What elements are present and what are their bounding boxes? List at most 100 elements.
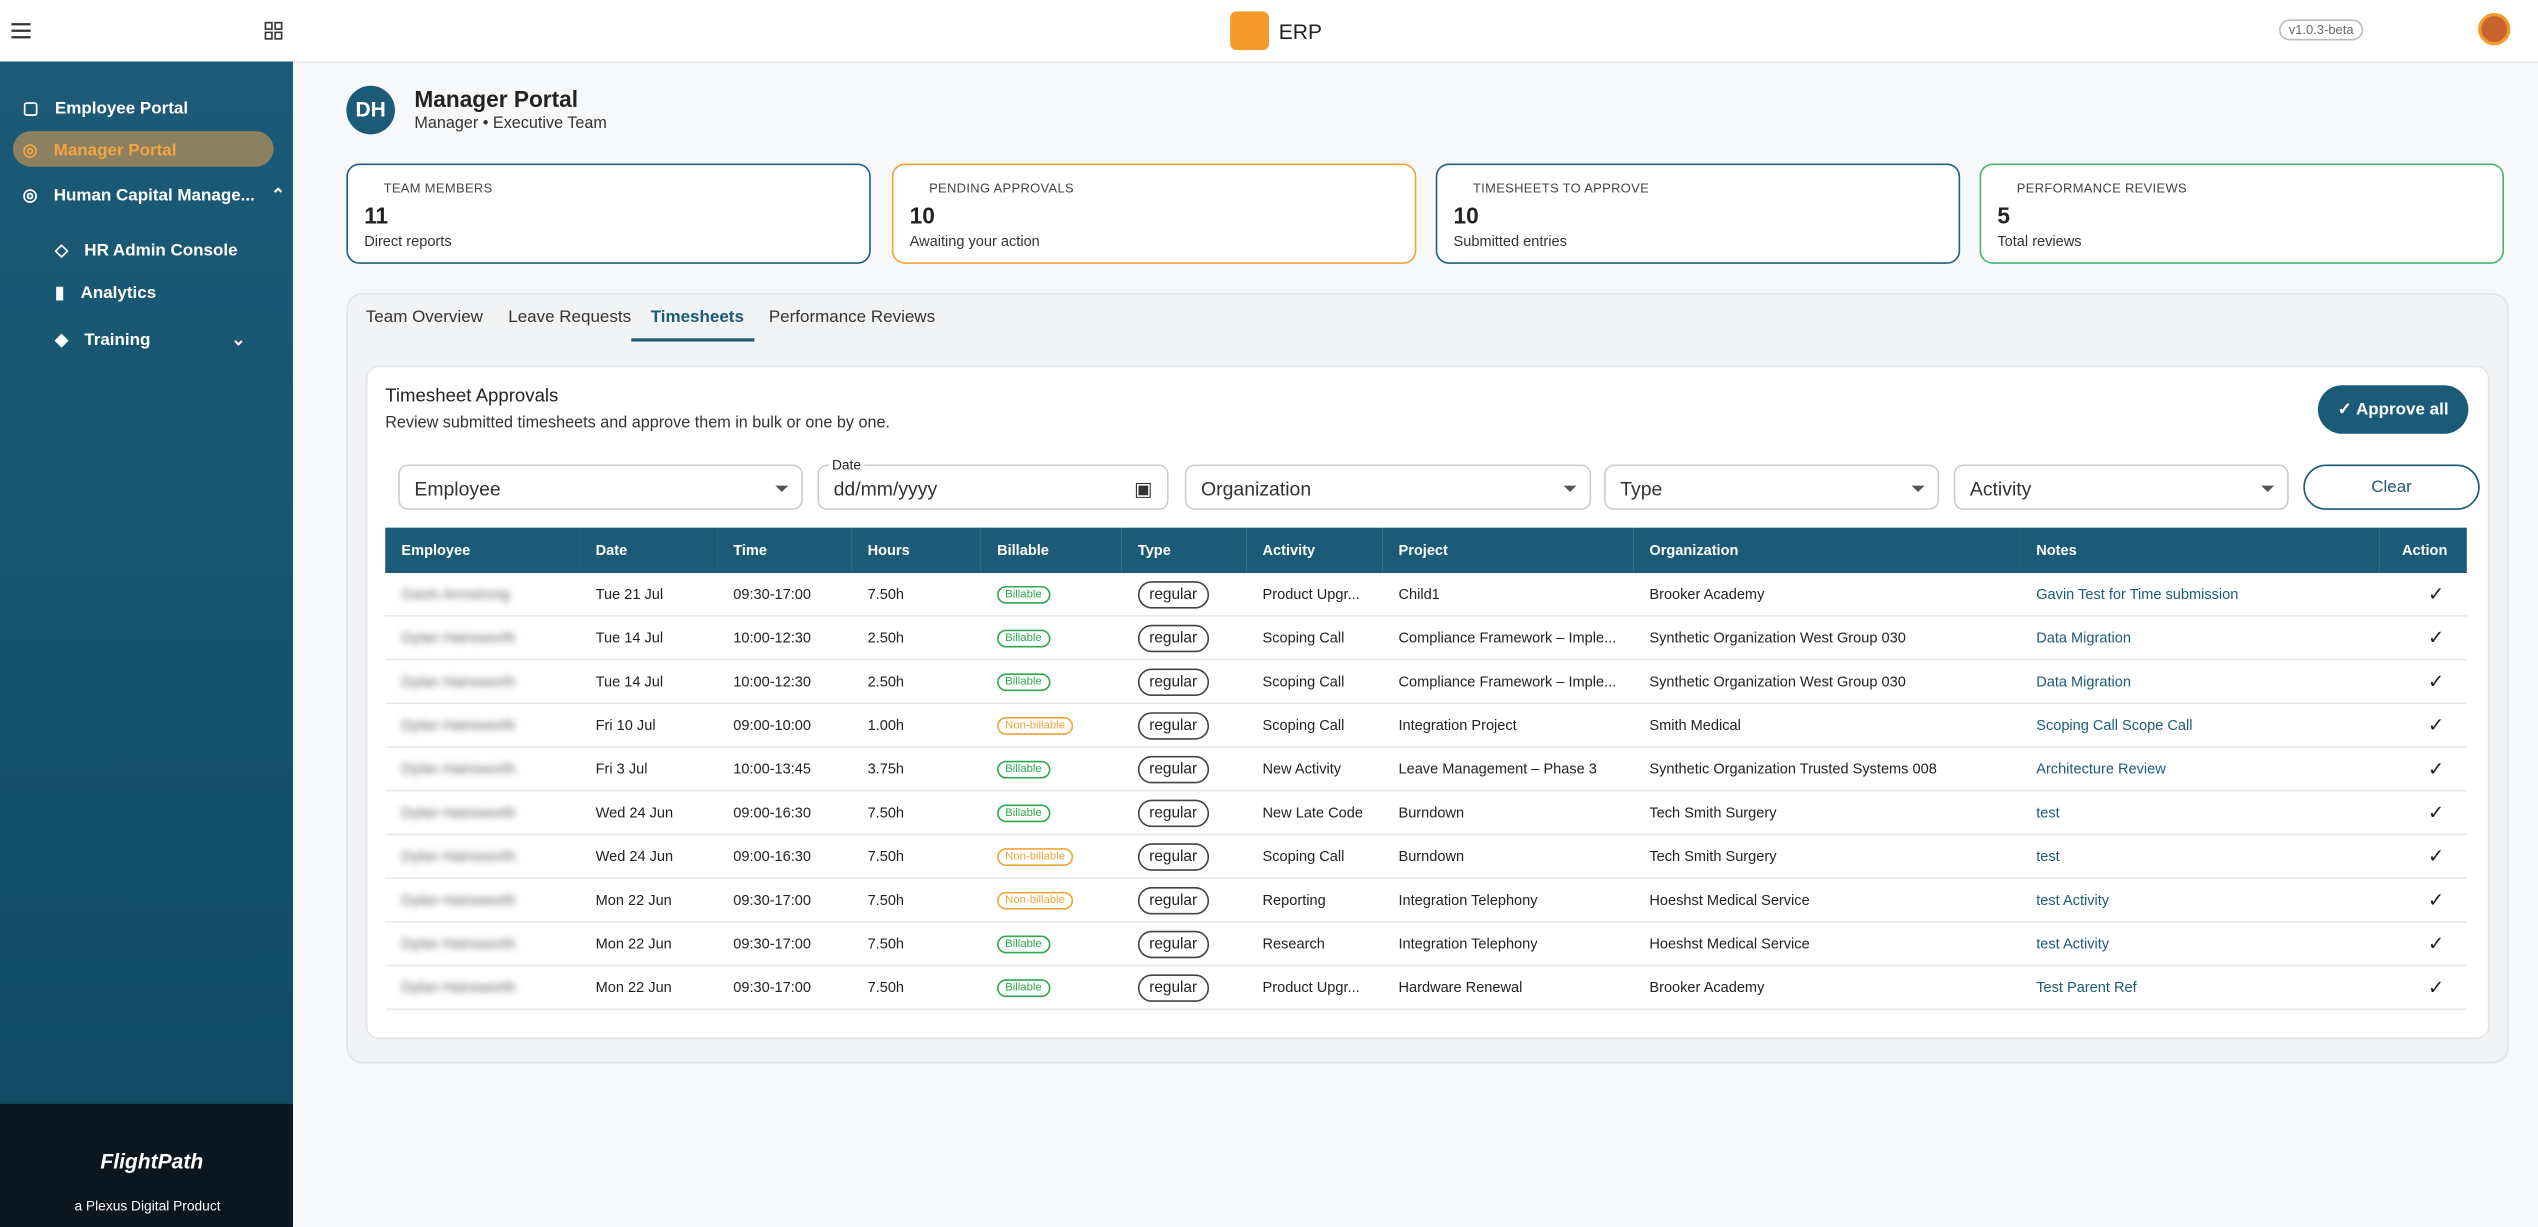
cell: 09:30-17:00	[717, 878, 852, 923]
cell: Integration Telephony	[1382, 878, 1634, 923]
cell-text: Child1	[1398, 585, 1440, 603]
column-header: Date	[579, 527, 718, 573]
table-row: Dylan Hainsworth Mon 22 Jun 09:30-17:00 7.5…	[385, 965, 2467, 1011]
approve-check[interactable]: ✓	[2427, 626, 2445, 650]
page-subtitle: Manager • Executive Team	[414, 114, 607, 133]
cell: 09:00-16:30	[717, 790, 852, 836]
cell-text: 7.50h	[867, 585, 905, 603]
approve-check[interactable]: ✓	[2427, 844, 2445, 868]
nav-item[interactable]: ▮ Analytics	[55, 283, 157, 303]
cell-text: Fri 10 Jul	[595, 717, 656, 734]
cell: Billable	[980, 921, 1122, 967]
employee-name: Dylan Hainsworth	[401, 717, 516, 734]
activity-filter[interactable]: Activity	[1953, 464, 2289, 510]
organization-filter[interactable]: Organization	[1184, 464, 1592, 510]
apps-icon[interactable]	[264, 21, 283, 40]
cell: Synthetic Organization West Group 030	[1633, 659, 2021, 705]
cell: Data Migration	[2020, 659, 2380, 705]
date-label: Date	[828, 456, 865, 473]
approve-check[interactable]: ✓	[2427, 713, 2445, 737]
cell: test Activity	[2020, 921, 2380, 967]
type-chip: regular	[1137, 798, 1209, 827]
approve-check[interactable]: ✓	[2427, 976, 2445, 999]
nav-item[interactable]: ◆ Training ⌄	[55, 330, 246, 350]
approve-check[interactable]: ✓	[2427, 888, 2445, 912]
nav-item[interactable]: ◎ Manager Portal	[22, 140, 177, 161]
type-filter[interactable]: Type	[1604, 464, 1940, 510]
menu-icon[interactable]	[11, 21, 31, 40]
cell: 10:00-12:30	[717, 615, 852, 661]
cell: Wed 24 Jun	[579, 834, 718, 879]
table-row: Dylan Hainsworth Tue 14 Jul 10:00-12:30 2.5…	[385, 659, 2467, 705]
cell: Leave Management – Phase 3	[1382, 746, 1634, 792]
cell-text: Data Migration	[2036, 629, 2131, 646]
employee-name: Dylan Hainsworth	[401, 979, 516, 996]
cell-text: 10:00-12:30	[733, 629, 812, 646]
cell-text: 09:00-16:30	[733, 848, 812, 865]
approve-check[interactable]: ✓	[2427, 932, 2445, 955]
cell: regular	[1121, 746, 1247, 792]
cell-text: test	[2036, 848, 2060, 865]
tab[interactable]: Team Overview	[365, 307, 483, 327]
billable-badge: Billable	[997, 760, 1050, 779]
action-cell: ✓	[2379, 790, 2467, 836]
approve-check[interactable]: ✓	[2427, 757, 2445, 781]
cell: 09:30-17:00	[717, 965, 852, 1011]
approve-check[interactable]: ✓	[2427, 801, 2445, 824]
cell: Brooker Academy	[1633, 965, 2021, 1011]
sidebar: ▢ Employee Portal ◎ Manager Portal ◎ Hum…	[0, 61, 293, 1227]
cell: Billable	[980, 746, 1122, 792]
column-header: Type	[1121, 527, 1247, 573]
cell-text: Mon 22 Jun	[595, 979, 672, 996]
cell: Tue 14 Jul	[579, 659, 718, 705]
avatar[interactable]	[2478, 12, 2511, 46]
cell: test	[2020, 790, 2380, 836]
billable-badge: Billable	[997, 585, 1050, 604]
type-chip: regular	[1137, 667, 1209, 696]
cell-text: Scoping Call	[1262, 673, 1345, 690]
cell: 7.50h	[851, 921, 981, 967]
cell: Test Parent Ref	[2020, 965, 2380, 1011]
tab[interactable]: Leave Requests	[508, 307, 632, 327]
approve-check[interactable]: ✓	[2427, 670, 2445, 693]
cell: Research	[1246, 921, 1383, 967]
cell: 10:00-12:30	[717, 659, 852, 705]
table-row: Dylan Hainsworth Mon 22 Jun 09:30-17:00 7.5…	[385, 921, 2467, 967]
tab[interactable]: Performance Reviews	[768, 307, 936, 327]
tab[interactable]: Timesheets	[650, 307, 744, 327]
nav-item[interactable]: ◇ HR Admin Console	[55, 241, 238, 261]
cell-text: Data Migration	[2036, 673, 2131, 690]
employee-name: Dylan Hainsworth	[401, 891, 516, 909]
cell-text: 09:00-10:00	[733, 717, 812, 734]
cell-text: Scoping Call Scope Call	[2036, 717, 2193, 734]
cell-text: Tech Smith Surgery	[1649, 804, 1777, 821]
nav-item[interactable]: ▢ Employee Portal	[22, 98, 189, 119]
table-row: Dylan Hainsworth Fri 10 Jul 09:00-10:00 1.0…	[385, 703, 2467, 748]
employee-name: Dylan Hainsworth	[401, 848, 516, 865]
stat-card: TEAM MEMBERS 11 Direct reports	[346, 163, 871, 264]
column-header: Notes	[2020, 527, 2380, 573]
clear-button[interactable]: Clear	[2303, 464, 2480, 510]
cell: Synthetic Organization West Group 030	[1633, 615, 2021, 661]
cell: Mon 22 Jun	[579, 965, 718, 1011]
stat-card: PENDING APPROVALS 10 Awaiting your action	[891, 163, 1417, 264]
cell: Dylan Hainsworth	[385, 834, 580, 879]
action-cell: ✓	[2379, 921, 2467, 967]
approve-check[interactable]: ✓	[2427, 582, 2445, 606]
cell-text: Scoping Call	[1262, 848, 1345, 865]
cell: test Activity	[2020, 878, 2380, 923]
cell: Dylan Hainsworth	[385, 790, 580, 836]
nav-item[interactable]: ◎ Human Capital Manage... ⌃	[22, 186, 286, 206]
cell: 3.75h	[851, 746, 981, 792]
cell: 09:00-10:00	[717, 703, 852, 748]
cell-text: Mon 22 Jun	[595, 935, 672, 952]
date-filter[interactable]: dd/mm/yyyy ▣	[817, 464, 1169, 510]
cell-text: Test Parent Ref	[2036, 979, 2137, 996]
cell: Tue 14 Jul	[579, 615, 718, 661]
cell: Billable	[980, 615, 1122, 661]
cell: 2.50h	[851, 659, 981, 705]
cell-text: 09:00-16:30	[733, 804, 812, 821]
employee-filter[interactable]: Employee	[398, 464, 803, 510]
approve-all-button[interactable]: ✓ Approve all	[2317, 385, 2469, 434]
logo	[1230, 11, 1269, 51]
